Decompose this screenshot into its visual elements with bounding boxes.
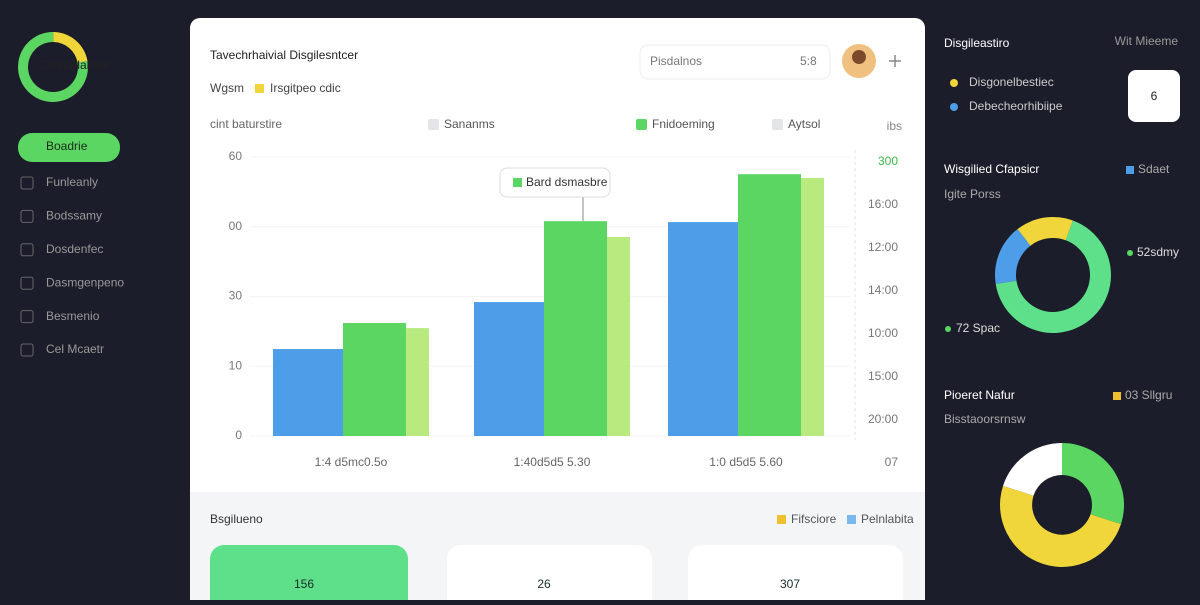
panel-hint: Wit Mieeme	[1115, 34, 1179, 48]
icon-button[interactable]	[1128, 70, 1180, 122]
search-hint: 5:8	[800, 54, 817, 68]
y-tick-label: 60	[229, 149, 243, 163]
card-subtitle: Bisstaoorsrnsw	[944, 412, 1026, 426]
logo: Cmnlwlabtes	[41, 58, 110, 72]
subtitle-key: Wgsm	[210, 81, 244, 95]
left-label: cint baturstire	[210, 117, 282, 131]
donut-segment	[995, 220, 1111, 334]
donut-segment	[1017, 217, 1073, 246]
y-tick-label: 30	[229, 289, 243, 303]
panel-bullet	[950, 79, 958, 87]
stats-legend: Fifsciore	[791, 512, 837, 526]
bar	[801, 177, 824, 437]
legend-swatch	[428, 119, 439, 130]
stat-value: 156	[294, 577, 314, 591]
bar	[544, 221, 607, 436]
y-tick-label: 10	[229, 358, 243, 372]
card-legend-swatch	[1126, 166, 1134, 174]
card-title: Wisgilied Cfapsicr	[944, 162, 1039, 176]
x-tick-label: 1:4 d5mc0.5o	[315, 455, 388, 469]
bar	[343, 323, 406, 436]
donut-segment	[1062, 443, 1125, 525]
stat-value: 307	[780, 577, 800, 591]
y-tick-label: 0	[235, 428, 242, 442]
nav-item: Funleanly	[46, 175, 98, 189]
bar	[474, 302, 544, 436]
add-button[interactable]	[889, 55, 901, 67]
legend-swatch	[255, 84, 264, 93]
y2-tick-label: 15:00	[868, 369, 898, 383]
nav-item: Besmenio	[46, 309, 100, 323]
panel-title: Disgileastiro	[944, 36, 1010, 50]
bar	[273, 349, 343, 436]
nav-item: Boadrie	[46, 139, 88, 153]
right-label: ibs	[887, 119, 902, 133]
donut-segment	[994, 229, 1031, 284]
card-subtitle: Igite Porss	[944, 187, 1001, 201]
legend-label: Sananms	[444, 117, 495, 131]
y-tick-label: 00	[229, 219, 243, 233]
y2-tick-label: 16:00	[868, 197, 898, 211]
label-dot	[1127, 250, 1133, 256]
donut-segment	[1000, 485, 1121, 567]
legend-label: Fnidoeming	[652, 117, 715, 131]
stats-legend: Pelnlabita	[861, 512, 914, 526]
stats-title: Bsgilueno	[210, 512, 263, 526]
y2-tick-label: 14:00	[868, 283, 898, 297]
avatar-face	[852, 50, 866, 64]
y2-tick-label: 12:00	[868, 240, 898, 254]
search-text: Pisdalnos	[650, 54, 702, 68]
y2-tick-label: 300	[878, 154, 898, 168]
bar	[607, 236, 630, 436]
bar	[738, 174, 801, 436]
y2-tick-label: 10:00	[868, 326, 898, 340]
panel-bullet	[950, 103, 958, 111]
bar	[406, 328, 429, 436]
legend-label: Aytsol	[788, 117, 820, 131]
nav-active[interactable]	[18, 133, 120, 162]
title: Tavechrhaivial Disgilesntcer	[210, 48, 358, 62]
search[interactable]	[639, 44, 831, 80]
tooltip	[499, 167, 611, 198]
card-title: Pioeret Nafur	[944, 388, 1015, 402]
stat-card[interactable]	[688, 545, 903, 605]
card-legend: 03 Sllgru	[1125, 388, 1172, 402]
stats-legend-swatch	[847, 515, 856, 524]
nav-item: Cel Mcaetr	[46, 342, 104, 356]
y2-tick-label: 20:00	[868, 412, 898, 426]
panel-item: Disgonelbestiec	[969, 75, 1054, 89]
icon: 6	[1151, 89, 1158, 103]
pie-label: 72 Spac	[956, 321, 1000, 335]
legend-swatch	[636, 119, 647, 130]
pie-label: 52sdmy	[1137, 245, 1179, 259]
nav-icon	[20, 343, 34, 357]
bar	[668, 222, 738, 436]
donut-segment	[1003, 443, 1062, 496]
y2-tick-label: 07	[885, 455, 899, 469]
nav-item: Dosdenfec	[46, 242, 103, 256]
donut-segment	[53, 32, 88, 63]
nav-icon	[20, 209, 34, 223]
panel-item: Debecheorhibiipe	[969, 99, 1063, 113]
x-tick-label: 1:0 d5d5 5.60	[709, 455, 783, 469]
card-legend-swatch	[1113, 392, 1121, 400]
stat-value: 26	[537, 577, 551, 591]
nav-item: Dasmgenpeno	[46, 275, 124, 289]
nav-icon	[20, 310, 34, 324]
tooltip-swatch	[513, 178, 522, 187]
nav-item: Bodssamy	[46, 209, 102, 223]
nav-icon	[20, 276, 34, 290]
stat-card[interactable]	[210, 545, 408, 605]
subtitle: Irsgitpeo cdic	[270, 81, 341, 95]
card-legend: Sdaet	[1138, 162, 1170, 176]
x-tick-label: 1:40d5d5 5.30	[514, 455, 591, 469]
stats-legend-swatch	[777, 515, 786, 524]
label-dot	[945, 326, 951, 332]
legend-swatch	[772, 119, 783, 130]
tooltip-text: Bard dsmasbre	[526, 175, 608, 189]
nav-icon	[20, 243, 34, 257]
stat-card[interactable]	[447, 545, 652, 605]
nav-icon	[20, 176, 34, 190]
